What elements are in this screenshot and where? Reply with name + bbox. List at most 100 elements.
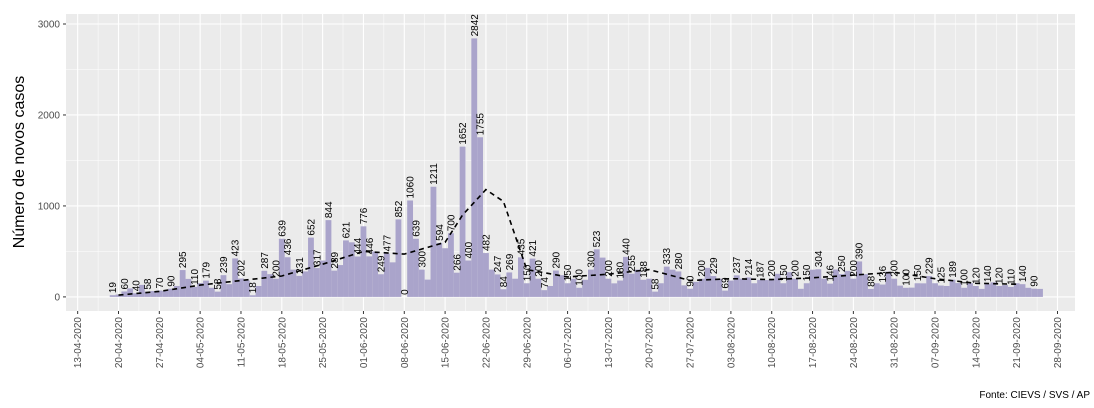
bar — [751, 283, 758, 297]
data-label: 136 — [878, 265, 889, 282]
bar — [267, 274, 274, 297]
bar — [296, 275, 303, 297]
bar — [459, 146, 466, 297]
bar — [308, 237, 314, 297]
bar — [1037, 288, 1043, 297]
bar — [681, 285, 688, 297]
y-tick-label: 2000 — [38, 110, 61, 121]
bar — [978, 288, 985, 297]
bar — [261, 270, 268, 297]
data-label: 100 — [960, 269, 971, 286]
bar — [191, 286, 198, 297]
x-tick-label: 20-07-2020 — [645, 317, 656, 369]
data-label: 421 — [528, 239, 539, 256]
y-tick-label: 3000 — [38, 20, 61, 31]
bar — [208, 287, 215, 297]
bar — [506, 272, 513, 297]
data-label: 40 — [131, 280, 142, 292]
bar — [827, 283, 833, 297]
data-label: 202 — [236, 259, 247, 276]
bar — [617, 280, 623, 297]
x-tick-label: 13-04-2020 — [73, 317, 84, 369]
bar — [500, 289, 507, 297]
x-tick-label: 01-06-2020 — [359, 317, 370, 369]
data-label: 266 — [452, 254, 463, 271]
bar — [576, 287, 583, 297]
data-label: 69 — [721, 277, 732, 289]
data-label: 110 — [190, 269, 201, 285]
bar — [792, 278, 798, 297]
data-label: 1652 — [458, 122, 469, 145]
bar — [214, 291, 221, 297]
bar — [564, 283, 571, 297]
y-axis-label: Número de novos casos — [11, 76, 28, 249]
bar — [599, 257, 606, 297]
bar — [168, 288, 174, 297]
x-tick-label: 18-05-2020 — [277, 317, 288, 369]
bar — [815, 269, 822, 297]
bar — [179, 270, 186, 297]
bar — [640, 279, 647, 297]
x-tick-label: 10-08-2020 — [767, 317, 778, 369]
data-label: 621 — [341, 221, 352, 238]
x-tick-label: 24-08-2020 — [849, 317, 860, 369]
bar — [144, 291, 151, 297]
data-label: 90 — [686, 275, 697, 287]
bar — [354, 256, 361, 297]
data-label: 125 — [936, 266, 947, 283]
bar — [547, 285, 554, 297]
data-label: 1211 — [429, 163, 440, 185]
data-label: 200 — [791, 260, 802, 277]
bar — [1002, 285, 1008, 297]
bar — [657, 283, 664, 297]
bar — [996, 285, 1003, 297]
bar — [786, 272, 793, 297]
bar — [757, 279, 763, 297]
data-label: 58 — [651, 278, 662, 290]
data-label: 1755 — [476, 113, 487, 136]
data-label: 390 — [855, 242, 866, 259]
bar — [902, 287, 909, 297]
data-label: 18 — [248, 282, 259, 294]
data-label: 200 — [890, 260, 901, 277]
bar — [622, 256, 629, 297]
bar — [173, 285, 180, 297]
bar — [372, 251, 379, 297]
bar — [302, 271, 309, 297]
bar — [197, 282, 204, 297]
bar — [436, 242, 443, 297]
bar — [273, 278, 279, 297]
bar — [832, 269, 839, 297]
y-tick-label: 0 — [54, 292, 60, 303]
data-label: 150 — [563, 264, 574, 281]
data-label: 269 — [505, 253, 516, 270]
bar — [203, 280, 209, 297]
bar — [762, 280, 769, 297]
data-label: 844 — [324, 201, 335, 218]
bar — [366, 256, 373, 297]
data-label: 187 — [756, 261, 767, 278]
bar — [628, 273, 635, 297]
bar — [185, 278, 192, 297]
bar — [652, 291, 658, 297]
bar — [127, 288, 134, 297]
bar — [850, 278, 857, 297]
data-label: 400 — [464, 241, 475, 258]
data-label: 88 — [866, 275, 877, 287]
bar — [138, 284, 145, 297]
bar — [984, 284, 991, 297]
bar — [407, 200, 414, 297]
bar — [908, 287, 915, 297]
data-label: 477 — [382, 234, 393, 251]
bar — [937, 285, 944, 297]
data-label: 100 — [575, 269, 586, 286]
data-label: 287 — [260, 252, 271, 269]
data-label: 440 — [621, 238, 632, 255]
bar — [523, 283, 530, 297]
bar — [809, 269, 816, 297]
x-tick-label: 22-06-2020 — [481, 317, 492, 369]
data-label: 229 — [925, 257, 936, 274]
data-label: 70 — [155, 277, 166, 289]
bar — [961, 287, 968, 297]
